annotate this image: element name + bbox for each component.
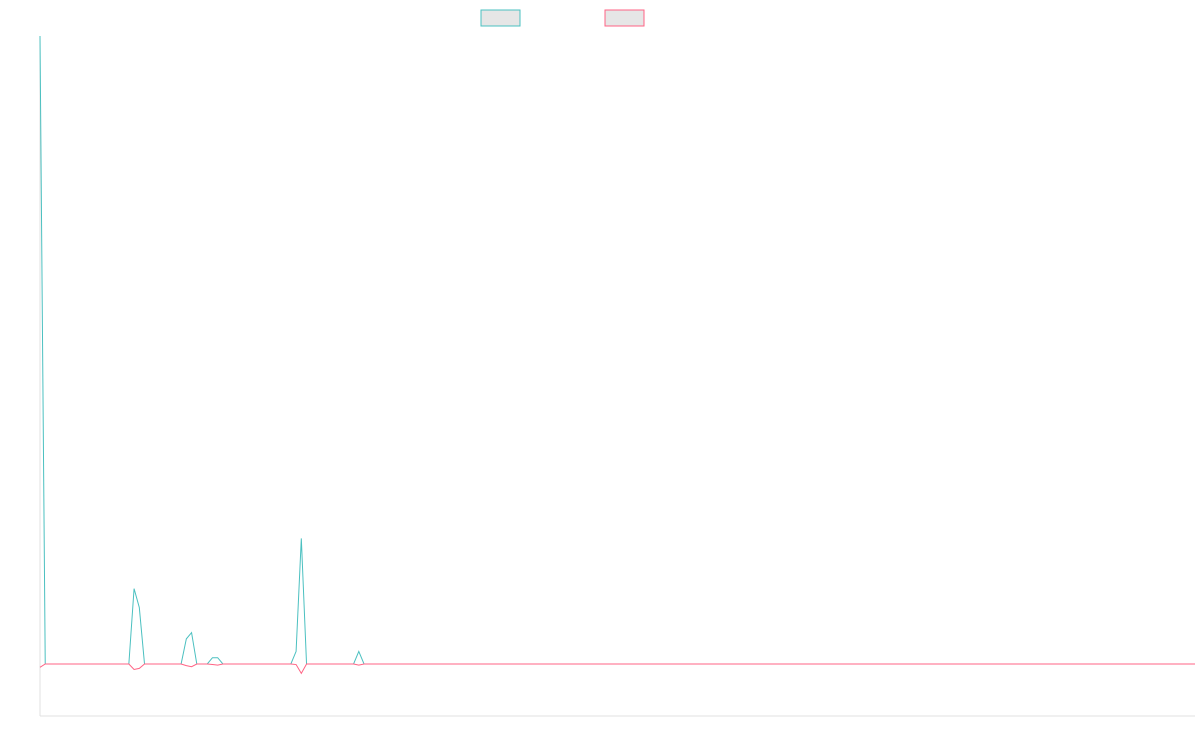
series-layer xyxy=(39,35,1195,675)
legend-swatch-1[interactable] xyxy=(480,9,521,27)
axes xyxy=(39,36,1195,717)
legend xyxy=(480,9,645,27)
legend-swatch-2[interactable] xyxy=(604,9,645,27)
series-line-1 xyxy=(39,35,1195,665)
series-line-2 xyxy=(39,663,1195,675)
